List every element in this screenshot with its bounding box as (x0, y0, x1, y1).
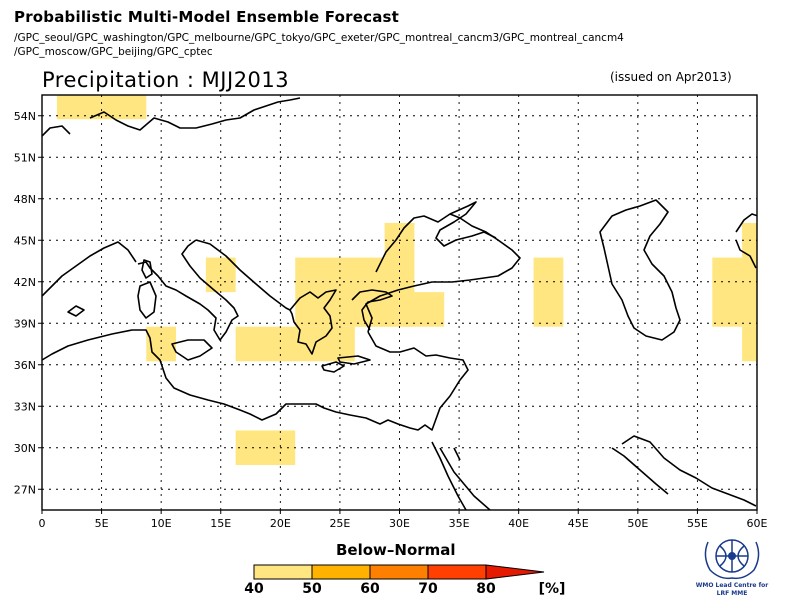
color-legend: 40 50 60 70 80 [%] (244, 564, 566, 597)
coastline-persian-gulf (621, 435, 757, 507)
lat-label: 36N (14, 359, 36, 372)
logo-caption-2: LRF MME (716, 590, 748, 597)
legend-tick-label: 40 (244, 581, 264, 597)
lat-label: 33N (14, 400, 36, 413)
coastline-balkans (195, 239, 291, 311)
coastline-red-sea-west (431, 441, 467, 510)
coastline-red-sea-east (439, 447, 491, 510)
logo-caption-1: WMO Lead Centre for (695, 582, 769, 589)
legend-tick-label: 50 (302, 581, 322, 597)
below-normal-cell (56, 95, 147, 120)
legend-tick-label: 80 (476, 581, 496, 597)
lon-label: 30E (389, 517, 410, 530)
coastline-east (735, 239, 757, 269)
legend-tick-label: 70 (418, 581, 438, 597)
issued-date: (issued on Apr2013) (610, 70, 732, 84)
lat-label: 42N (14, 276, 36, 289)
legend-title: Below–Normal (336, 541, 456, 559)
legend-unit: [%] (539, 581, 566, 597)
lat-label: 27N (14, 483, 36, 496)
legend-tick-label: 60 (360, 581, 380, 597)
lon-label: 25E (329, 517, 350, 530)
coastline-greece (289, 289, 337, 355)
coastline-gulf-aqaba (453, 447, 461, 461)
lon-label: 35E (449, 517, 470, 530)
wmo-logo (704, 539, 760, 580)
coastlines (42, 97, 757, 510)
lon-label: 20E (270, 517, 291, 530)
coastline-caspian (599, 199, 681, 341)
lon-label: 60E (747, 517, 768, 530)
coastline-italy (137, 239, 239, 341)
island-sicily (171, 339, 213, 361)
map-gridlines (38, 95, 758, 514)
model-list-line-1: /GPC_seoul/GPC_washington/GPC_melbourne/… (14, 32, 624, 44)
lon-label: 45E (568, 517, 589, 530)
lon-label: 55E (687, 517, 708, 530)
island-sardinia (137, 281, 157, 319)
below-normal-cell (712, 257, 757, 327)
model-list-line-2: /GPC_moscow/GPC_beijing/GPC_cptec (14, 46, 213, 58)
map-title: Precipitation : MJJ2013 (42, 68, 290, 92)
legend-swatch (311, 564, 371, 580)
coastline-iberia (42, 241, 137, 297)
coastline-anatolia (365, 213, 521, 333)
legend-arrow (485, 564, 545, 580)
island-baleares (67, 305, 85, 317)
coastline-north-africa (42, 329, 469, 431)
lat-label: 54N (14, 110, 36, 123)
below-normal-cells (56, 95, 757, 466)
lat-label: 51N (14, 151, 36, 164)
lon-label: 10E (151, 517, 172, 530)
below-normal-cell (235, 430, 296, 466)
lon-label: 0 (39, 517, 46, 530)
island-corsica (141, 259, 153, 279)
legend-swatch (253, 564, 313, 580)
longitude-labels: 0 5E 10E 15E 20E 25E 30E 35E 40E 45E 50E 55E 60E (39, 517, 768, 530)
legend-swatch (369, 564, 429, 580)
coastline-north-europe (89, 97, 301, 131)
lon-label: 50E (627, 517, 648, 530)
lat-label: 39N (14, 317, 36, 330)
island-crete (337, 355, 371, 365)
lon-label: 15E (210, 517, 231, 530)
forecast-title: Probabilistic Multi-Model Ensemble Forec… (14, 8, 400, 26)
latitude-labels: 54N 51N 48N 45N 42N 39N 36N 33N 30N 27N (14, 110, 36, 497)
coastline-aral (735, 213, 757, 233)
lat-label: 45N (14, 234, 36, 247)
lat-label: 48N (14, 193, 36, 206)
island-cyprus (321, 361, 345, 373)
below-normal-cell (533, 257, 564, 327)
below-normal-cell (235, 326, 355, 362)
coastline-aegean-coast (351, 289, 393, 331)
coastline-black-sea-north (375, 201, 497, 273)
coastline-arabia-east (611, 447, 669, 495)
lon-label: 40E (508, 517, 529, 530)
coastline-france-north (42, 125, 71, 137)
legend-swatch (427, 564, 487, 580)
lon-label: 5E (95, 517, 109, 530)
below-normal-cell (742, 326, 757, 362)
lat-label: 30N (14, 442, 36, 455)
